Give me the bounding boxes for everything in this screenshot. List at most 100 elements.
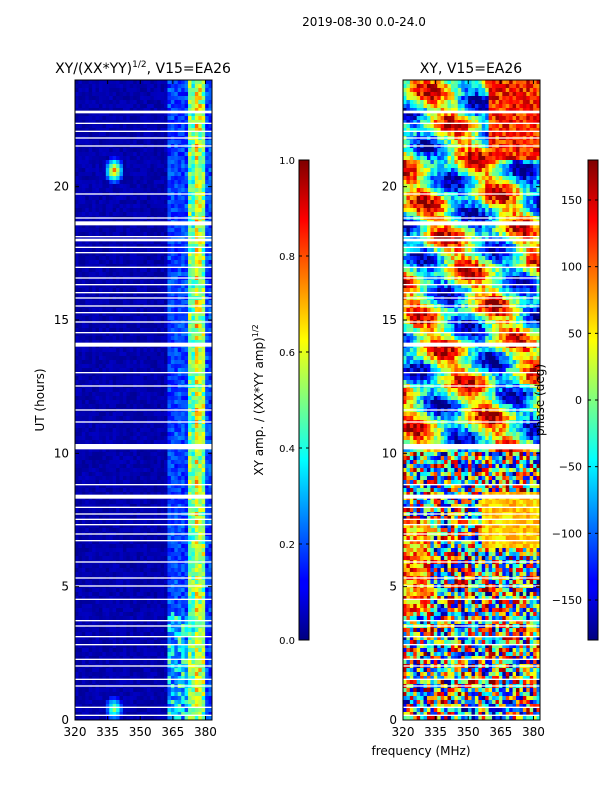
- heatmap-cell: [95, 252, 100, 257]
- heatmap-cell: [146, 508, 151, 513]
- heatmap-cell: [81, 364, 86, 369]
- heatmap-cell: [88, 548, 93, 553]
- heatmap-cell: [133, 480, 138, 485]
- heatmap-cell: [198, 500, 203, 505]
- heatmap-cell: [208, 224, 212, 229]
- heatmap-cell: [88, 244, 93, 249]
- heatmap-cell: [160, 112, 165, 117]
- heatmap-cell: [177, 412, 182, 417]
- heatmap-cell: [129, 472, 134, 477]
- heatmap-cell: [112, 228, 117, 233]
- heatmap-cell: [201, 388, 206, 393]
- heatmap-cell: [181, 196, 186, 201]
- heatmap-cell: [75, 452, 79, 457]
- heatmap-cell: [167, 228, 172, 233]
- heatmap-cell: [136, 368, 141, 373]
- heatmap-cell: [126, 108, 131, 113]
- heatmap-cell: [170, 264, 175, 269]
- heatmap-cell: [205, 228, 210, 233]
- heatmap-cell: [129, 264, 134, 269]
- heatmap-cell: [143, 460, 148, 465]
- heatmap-cell: [95, 200, 100, 205]
- heatmap-cell: [205, 128, 210, 133]
- heatmap-cell: [85, 140, 90, 145]
- heatmap-cell: [105, 92, 110, 97]
- heatmap-cell: [136, 428, 141, 433]
- heatmap-cell: [191, 312, 196, 317]
- heatmap-cell: [160, 128, 165, 133]
- heatmap-cell: [164, 348, 168, 353]
- heatmap-cell: [153, 400, 158, 405]
- heatmap-cell: [174, 348, 179, 353]
- heatmap-cell: [164, 488, 168, 493]
- heatmap-cell: [126, 284, 131, 289]
- heatmap-cell: [208, 92, 212, 97]
- heatmap-cell: [194, 232, 199, 237]
- heatmap-cell: [116, 184, 121, 189]
- heatmap-cell: [167, 452, 172, 457]
- heatmap-cell: [177, 308, 182, 313]
- heatmap-cell: [157, 468, 162, 473]
- heatmap-cell: [81, 180, 86, 185]
- heatmap-cell: [146, 92, 151, 97]
- heatmap-cell: [78, 380, 83, 385]
- heatmap-cell: [81, 564, 86, 569]
- heatmap-cell: [205, 484, 210, 489]
- heatmap-cell: [164, 260, 168, 265]
- heatmap-cell: [188, 256, 192, 261]
- heatmap-cell: [174, 328, 179, 333]
- heatmap-cell: [133, 432, 138, 437]
- heatmap-cell: [102, 376, 107, 381]
- heatmap-cell: [170, 84, 175, 89]
- heatmap-cell: [98, 332, 103, 337]
- heatmap-cell: [75, 416, 79, 421]
- heatmap-cell: [102, 460, 107, 465]
- heatmap-cell: [177, 312, 182, 317]
- heatmap-cell: [174, 208, 179, 213]
- heatmap-cell: [88, 504, 93, 509]
- heatmap-cell: [122, 556, 127, 561]
- heatmap-cell: [153, 416, 158, 421]
- heatmap-cell: [174, 368, 179, 373]
- heatmap-cell: [122, 352, 127, 357]
- heatmap-cell: [92, 548, 97, 553]
- heatmap-cell: [85, 104, 90, 109]
- heatmap-cell: [126, 140, 131, 145]
- heatmap-cell: [126, 148, 131, 153]
- heatmap-cell: [191, 388, 196, 393]
- heatmap-cell: [75, 180, 79, 185]
- heatmap-cell: [81, 460, 86, 465]
- heatmap-cell: [129, 272, 134, 277]
- heatmap-cell: [119, 292, 124, 297]
- heatmap-cell: [140, 84, 144, 89]
- heatmap-cell: [201, 260, 206, 265]
- heatmap-cell: [174, 480, 179, 485]
- heatmap-cell: [188, 492, 192, 497]
- heatmap-cell: [78, 504, 83, 509]
- heatmap-cell: [153, 388, 158, 393]
- heatmap-cell: [119, 92, 124, 97]
- heatmap-cell: [201, 548, 206, 553]
- heatmap-cell: [146, 112, 151, 117]
- heatmap-cell: [129, 140, 134, 145]
- heatmap-cell: [160, 108, 165, 113]
- heatmap-cell: [170, 260, 175, 265]
- heatmap-cell: [201, 252, 206, 257]
- heatmap-cell: [78, 460, 83, 465]
- heatmap-cell: [170, 456, 175, 461]
- heatmap-cell: [188, 524, 192, 529]
- heatmap-cell: [184, 492, 189, 497]
- heatmap-cell: [160, 368, 165, 373]
- heatmap-cell: [112, 280, 117, 285]
- heatmap-cell: [164, 120, 168, 125]
- heatmap-cell: [167, 404, 172, 409]
- heatmap-cell: [146, 104, 151, 109]
- heatmap-cell: [191, 348, 196, 353]
- heatmap-cell: [140, 412, 144, 417]
- heatmap-cell: [188, 100, 192, 105]
- heatmap-cell: [181, 548, 186, 553]
- heatmap-cell: [174, 112, 179, 117]
- heatmap-cell: [208, 524, 212, 529]
- heatmap-cell: [116, 516, 121, 521]
- heatmap-cell: [119, 120, 124, 125]
